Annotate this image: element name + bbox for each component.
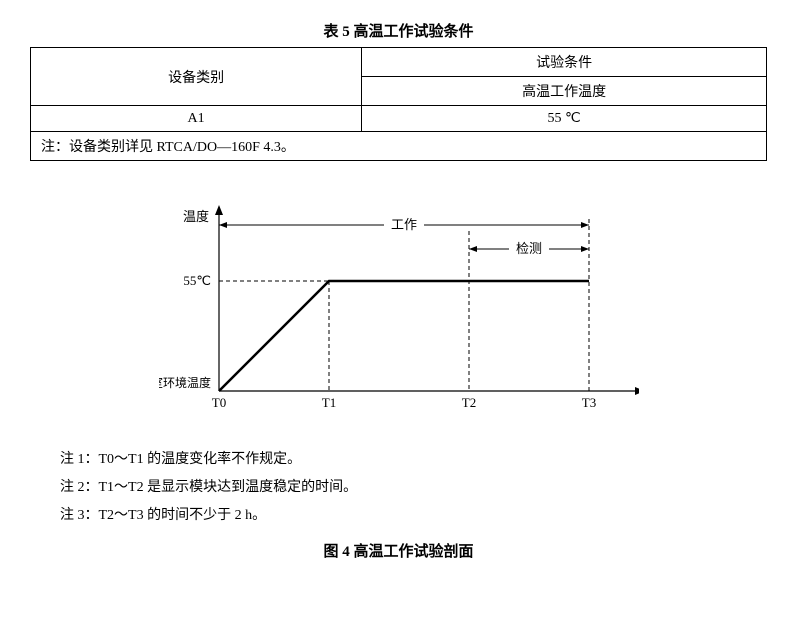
table-row: 设备类别 试验条件 [31,48,767,77]
cell-value: 55 ℃ [362,106,767,132]
svg-text:T1: T1 [321,395,335,410]
header-subcondition: 高温工作温度 [362,77,767,106]
svg-text:温度: 温度 [182,209,208,224]
table-caption: 表 5 高温工作试验条件 [30,20,767,41]
svg-text:55℃: 55℃ [183,273,211,288]
svg-text:试验室环境温度: 试验室环境温度 [159,375,211,390]
svg-text:T2: T2 [461,395,475,410]
chart-container: 工作检测温度55℃试验室环境温度T0T1T2T3时间 [159,201,639,426]
svg-text:T3: T3 [581,395,595,410]
note-2: 注 2：T1～T2 是显示模块达到温度稳定的时间。 [60,474,767,502]
cell-category: A1 [31,106,362,132]
svg-text:T0: T0 [211,395,225,410]
note-1: 注 1：T0～T1 的温度变化率不作规定。 [60,446,767,474]
conditions-table: 设备类别 试验条件 高温工作温度 A1 55 ℃ 注：设备类别详见 RTCA/D… [30,47,767,161]
table-note: 注：设备类别详见 RTCA/DO—160F 4.3。 [31,132,767,161]
header-conditions: 试验条件 [362,48,767,77]
svg-text:工作: 工作 [390,217,416,232]
note-3: 注 3：T2～T3 的时间不少于 2 h。 [60,502,767,530]
table-row: 注：设备类别详见 RTCA/DO—160F 4.3。 [31,132,767,161]
header-category: 设备类别 [31,48,362,106]
figure-notes: 注 1：T0～T1 的温度变化率不作规定。 注 2：T1～T2 是显示模块达到温… [60,446,767,530]
figure-caption: 图 4 高温工作试验剖面 [30,540,767,561]
table-row: A1 55 ℃ [31,106,767,132]
svg-text:检测: 检测 [515,241,541,256]
temperature-profile-chart: 工作检测温度55℃试验室环境温度T0T1T2T3时间 [159,201,639,421]
